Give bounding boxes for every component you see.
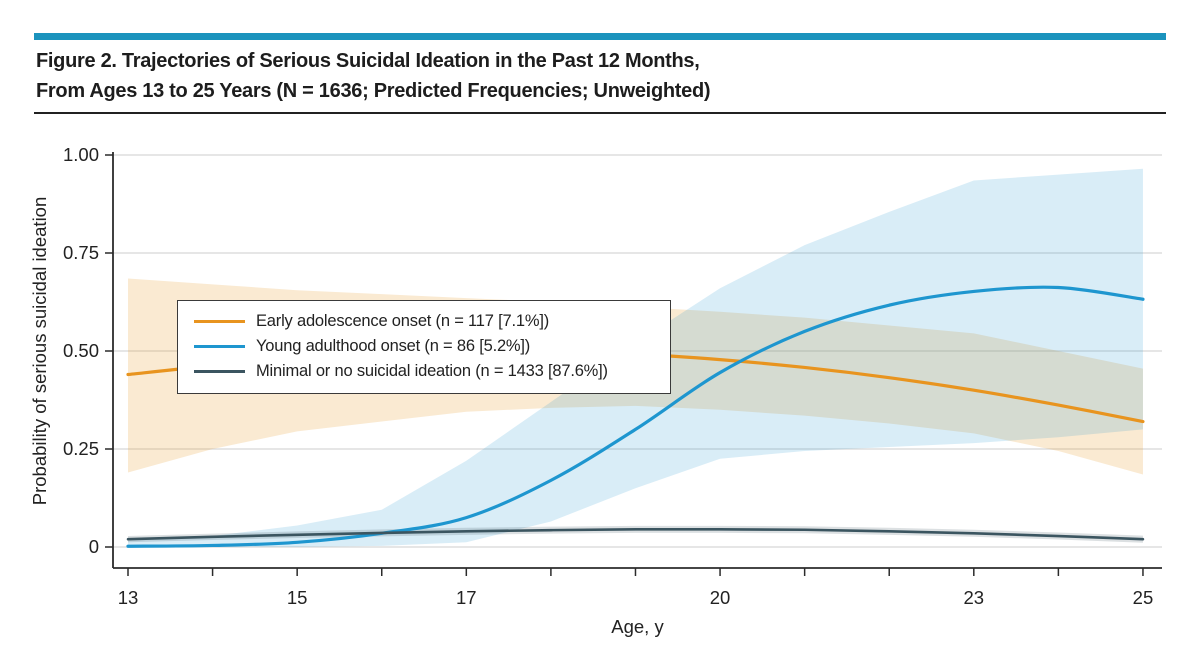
legend-item-young: Young adulthood onset (n = 86 [5.2%]) [194, 334, 670, 359]
legend-swatch-minimal [194, 369, 245, 374]
figure-title-line1: Figure 2. Trajectories of Serious Suicid… [36, 50, 700, 72]
header-accent-bar [34, 33, 1166, 40]
x-tick-label: 20 [710, 587, 731, 608]
x-tick-label: 13 [118, 587, 139, 608]
x-tick-label: 23 [964, 587, 985, 608]
legend-item-early: Early adolescence onset (n = 117 [7.1%]) [194, 309, 670, 334]
series-line-young [126, 285, 1145, 548]
y-tick-label: 0.50 [63, 340, 99, 361]
chart-area: 13 15 17 20 23 25 1.00 0.75 0.50 0.25 0 Age, y Proba… [0, 130, 1200, 648]
figure-title-line2: From Ages 13 to 25 Years (N = 1636; Pred… [36, 80, 711, 102]
legend-swatch-early [194, 319, 245, 324]
legend-label-young: Young adulthood onset (n = 86 [5.2%]) [256, 337, 531, 355]
legend-swatch-young [194, 344, 245, 349]
legend: Early adolescence onset (n = 117 [7.1%])… [177, 300, 671, 394]
y-axis-title: Probability of serious suicidal ideation [29, 197, 50, 506]
y-tick-label: 0 [89, 536, 99, 557]
x-tick-label: 15 [287, 587, 308, 608]
legend-item-minimal: Minimal or no suicidal ideation (n = 143… [194, 359, 670, 384]
x-tick-label: 25 [1133, 587, 1154, 608]
legend-label-minimal: Minimal or no suicidal ideation (n = 143… [256, 362, 608, 380]
title-divider [34, 112, 1166, 114]
legend-label-early: Early adolescence onset (n = 117 [7.1%]) [256, 312, 549, 330]
y-tick-label: 0.25 [63, 438, 99, 459]
series-line-minimal [126, 527, 1145, 541]
y-tick-label: 1.00 [63, 144, 99, 165]
x-axis-title: Age, y [611, 616, 664, 637]
y-tick-label: 0.75 [63, 242, 99, 263]
x-tick-label: 17 [456, 587, 477, 608]
figure-title: Figure 2. Trajectories of Serious Suicid… [36, 46, 1166, 106]
